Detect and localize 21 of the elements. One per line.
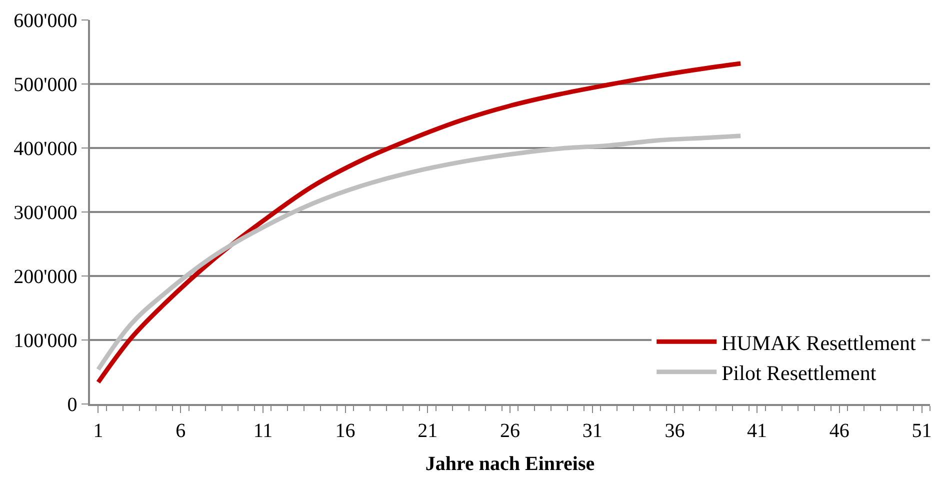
y-tick-label: 600'000 (14, 10, 78, 32)
legend-label: Pilot Resettlement (722, 361, 876, 386)
y-tick-label: 500'000 (14, 74, 78, 96)
x-tick-label: 1 (93, 420, 104, 442)
y-tick-label: 100'000 (14, 330, 78, 352)
x-tick-label: 31 (582, 420, 602, 442)
x-axis-title: Jahre nach Einreise (425, 452, 595, 475)
x-tick-label: 46 (829, 420, 850, 442)
x-tick-label: 26 (500, 420, 520, 442)
x-tick-label: 16 (335, 420, 356, 442)
x-tick-label: 36 (664, 420, 685, 442)
legend-label: HUMAK Resettlement (722, 330, 916, 355)
x-tick-label: 21 (418, 420, 438, 442)
x-tick-label: 11 (253, 420, 273, 442)
x-tick-label: 41 (747, 420, 768, 442)
y-tick-label: 0 (67, 394, 78, 416)
x-tick-label: 6 (176, 420, 186, 442)
y-tick-label: 300'000 (14, 202, 78, 224)
x-tick-label: 51 (912, 420, 932, 442)
y-tick-label: 200'000 (14, 266, 78, 288)
y-tick-label: 400'000 (14, 138, 78, 160)
